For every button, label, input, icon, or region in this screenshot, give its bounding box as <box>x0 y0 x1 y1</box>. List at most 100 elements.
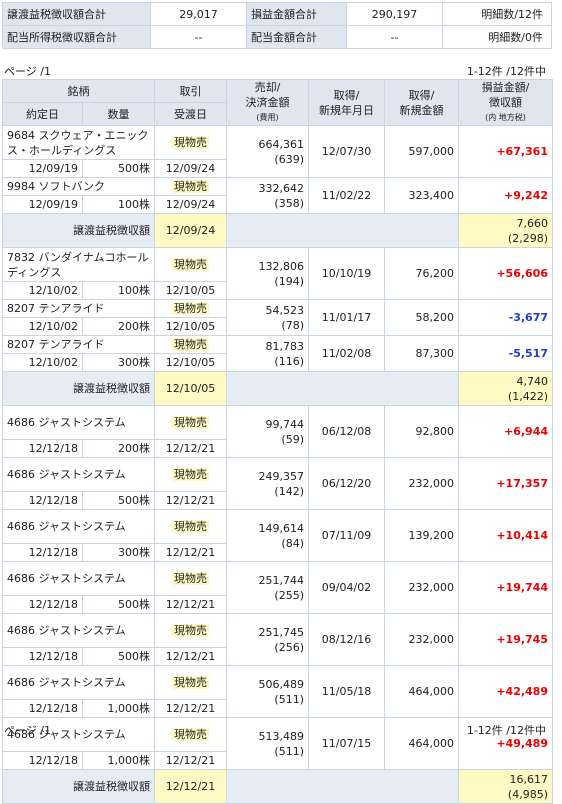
trade-type: 現物売 <box>172 258 209 271</box>
settle-amount: 251,745 <box>258 625 305 639</box>
settle-amount-cell: 251,745 (256) <box>226 613 309 666</box>
profit-loss: -5,517 <box>458 335 553 372</box>
trade-row-sub: 12/12/18 1,000株 12/12/21 <box>2 699 553 718</box>
acq-amount: 232,000 <box>384 613 459 666</box>
trade-type: 現物売 <box>172 468 209 481</box>
acq-date: 11/02/22 <box>308 177 385 214</box>
summary-table: 譲渡益税徴収額合計 29,017 損益金額合計 290,197 明細数/12件 … <box>2 2 552 49</box>
settle-amount: 251,744 <box>258 573 305 587</box>
quantity: 100株 <box>82 281 155 300</box>
summary-row-transfer: 譲渡益税徴収額合計 29,017 損益金額合計 290,197 明細数/12件 <box>2 2 552 26</box>
acq-date: 10/10/19 <box>308 247 385 300</box>
acq-date: 07/11/09 <box>308 509 385 562</box>
stock-name[interactable]: 7832 バンダイナムコホールディングス <box>2 247 155 282</box>
delivery-date: 12/10/05 <box>154 317 227 336</box>
tax-local: (2,298) <box>507 231 548 245</box>
tax-row: 譲渡益税徴収額 12/09/24 7,660 (2,298) <box>2 213 553 248</box>
settle-amount-cell: 249,357 (142) <box>226 457 309 510</box>
summary-value: -- <box>150 25 247 49</box>
profit-loss: +6,944 <box>458 405 553 458</box>
contract-date: 12/09/19 <box>2 195 83 214</box>
tax-label: 譲渡益税徴収額 <box>2 213 155 248</box>
summary-label: 配当所得税徴収額合計 <box>2 25 151 49</box>
stock-name[interactable]: 4686 ジャストシステム <box>2 613 155 648</box>
stock-name[interactable]: 4686 ジャストシステム <box>2 665 155 700</box>
page-indicator[interactable]: ページ /1 <box>4 724 51 737</box>
stock-name[interactable]: 9684 スクウェア・エニックス・ホールディングス <box>2 125 155 160</box>
stock-name[interactable]: 9984 ソフトバンク <box>2 177 155 196</box>
settle-amount-cell: 54,523 (78) <box>226 299 309 336</box>
tax-delivery-date: 12/09/24 <box>154 213 227 248</box>
tax-local: (4,985) <box>507 787 548 801</box>
quantity: 500株 <box>82 595 155 614</box>
header-acq-date-line1: 取得/ <box>333 88 360 102</box>
delivery-date: 12/12/21 <box>154 543 227 562</box>
stock-name[interactable]: 4686 ジャストシステム <box>2 405 155 440</box>
trade-type-cell: 現物売 <box>154 125 227 160</box>
trade-type-cell: 現物売 <box>154 457 227 492</box>
fee-amount: (78) <box>281 318 304 332</box>
summary-label: 譲渡益税徴収額合計 <box>2 2 151 26</box>
trade-type-cell: 現物売 <box>154 613 227 648</box>
settle-amount-cell: 81,783 (116) <box>226 335 309 372</box>
profit-loss: +56,606 <box>458 247 553 300</box>
trade-type: 現物売 <box>172 416 209 429</box>
acq-amount: 139,200 <box>384 509 459 562</box>
trade-row-sub: 12/10/02 100株 12/10/05 <box>2 281 553 300</box>
profit-loss: +17,357 <box>458 457 553 510</box>
pager-top: ページ /1 1-12件 /12件中 <box>0 63 552 78</box>
stock-name[interactable]: 4686 ジャストシステム <box>2 457 155 492</box>
acq-date: 08/12/16 <box>308 613 385 666</box>
trade-type: 現物売 <box>172 572 209 585</box>
trade-type: 現物売 <box>172 180 209 193</box>
trade-type-cell: 現物売 <box>154 247 227 282</box>
tax-amount: 7,660 <box>516 216 549 230</box>
tax-label: 譲渡益税徴収額 <box>2 371 155 406</box>
contract-date: 12/10/02 <box>2 281 83 300</box>
profit-loss: +9,242 <box>458 177 553 214</box>
trade-row: 8207 テンアライド 現物売 81,783 (116) 11/02/08 87,300-… <box>2 335 553 372</box>
summary-count: 明細数/12件 <box>442 2 552 26</box>
header-acq-date: 取得/ 新規年月日 <box>308 79 385 126</box>
acq-amount: 597,000 <box>384 125 459 178</box>
quantity: 500株 <box>82 491 155 510</box>
tax-delivery-date: 12/10/05 <box>154 371 227 406</box>
header-contract: 約定日 <box>2 102 83 126</box>
header-sale-line1: 売却/ <box>254 81 281 94</box>
summary-count: 明細数/0件 <box>442 25 552 49</box>
trade-type-cell: 現物売 <box>154 665 227 700</box>
acq-date: 12/07/30 <box>308 125 385 178</box>
stock-name[interactable]: 8207 テンアライド <box>2 299 155 318</box>
settle-amount-cell: 664,361 (639) <box>226 125 309 178</box>
contract-date: 12/12/18 <box>2 543 83 562</box>
settle-amount: 81,783 <box>265 339 305 353</box>
trade-row: 8207 テンアライド 現物売 54,523 (78) 11/01/17 58,200 -3… <box>2 299 553 336</box>
contract-date: 12/12/18 <box>2 595 83 614</box>
acq-amount: 58,200 <box>384 299 459 336</box>
trade-row-sub: 12/12/18 500株 12/12/21 <box>2 647 553 666</box>
trade-row-sub: 12/09/19 500株 12/09/24 <box>2 159 553 178</box>
delivery-date: 12/12/21 <box>154 491 227 510</box>
stock-name[interactable]: 8207 テンアライド <box>2 335 155 354</box>
trade-row-sub: 12/12/18 500株 12/12/21 <box>2 595 553 614</box>
contract-date: 12/12/18 <box>2 439 83 458</box>
trade-type: 現物売 <box>172 136 209 149</box>
delivery-date: 12/12/21 <box>154 699 227 718</box>
page-indicator[interactable]: ページ /1 <box>4 65 51 78</box>
stock-name[interactable]: 4686 ジャストシステム <box>2 561 155 596</box>
header-trade: 取引 <box>154 79 227 103</box>
settle-amount: 249,357 <box>258 469 305 483</box>
acq-date: 06/12/20 <box>308 457 385 510</box>
quantity: 1,000株 <box>82 751 155 770</box>
settle-amount: 506,489 <box>258 677 305 691</box>
quantity: 200株 <box>82 317 155 336</box>
tax-amount-cell: 16,617 (4,985) <box>458 769 553 804</box>
trade-row: 9684 スクウェア・エニックス・ホールディングス 現物売 664,361 (639)… <box>2 125 553 178</box>
contract-date: 12/10/02 <box>2 317 83 336</box>
trade-row: 4686 ジャストシステム 現物売 249,357 (142) 06/12/20 232,… <box>2 457 553 510</box>
trade-row: 4686 ジャストシステム 現物売 506,489 (511) 11/05/18 464,… <box>2 665 553 718</box>
stock-name[interactable]: 4686 ジャストシステム <box>2 509 155 544</box>
trade-row: 4686 ジャストシステム 現物売 251,745 (256) 08/12/16 232,… <box>2 613 553 666</box>
header-pl: 損益金額/ 徴収額 (内 地方税) <box>458 79 553 126</box>
acq-amount: 232,000 <box>384 457 459 510</box>
